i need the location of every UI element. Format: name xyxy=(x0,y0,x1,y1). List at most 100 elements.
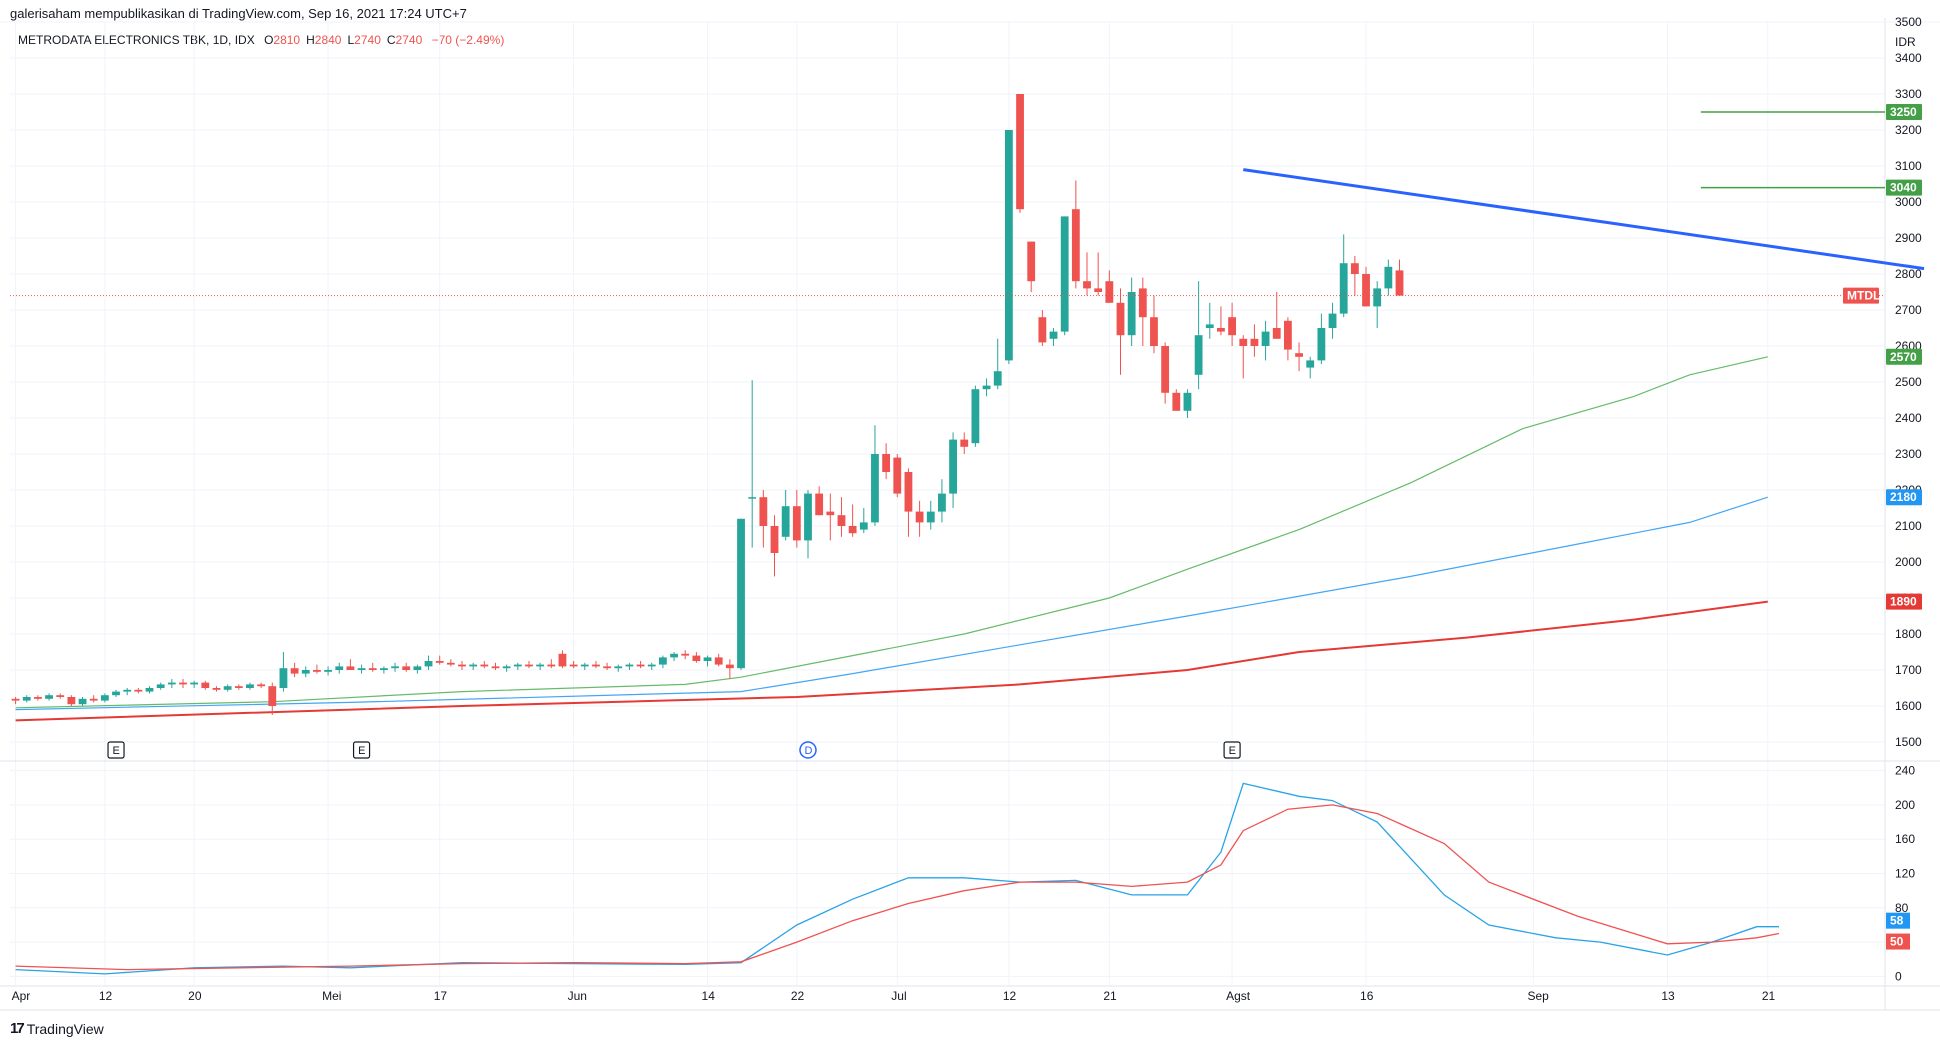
candle-body[interactable] xyxy=(100,695,109,701)
candle-body[interactable] xyxy=(469,664,478,667)
candle-body[interactable] xyxy=(670,653,678,658)
candle-body[interactable] xyxy=(67,697,76,705)
candle-body[interactable] xyxy=(1283,320,1292,350)
candle-body[interactable] xyxy=(491,666,500,669)
candle-body[interactable] xyxy=(413,666,422,670)
candle-body[interactable] xyxy=(871,454,879,523)
candle-body[interactable] xyxy=(502,666,511,669)
candle-body[interactable] xyxy=(402,666,411,670)
candle-body[interactable] xyxy=(837,515,846,526)
candle-body[interactable] xyxy=(56,695,65,697)
candle-body[interactable] xyxy=(313,670,321,672)
candle-body[interactable] xyxy=(580,664,589,667)
candle-body[interactable] xyxy=(1105,281,1114,303)
candle-body[interactable] xyxy=(223,686,232,690)
candle-body[interactable] xyxy=(290,668,299,674)
candle-body[interactable] xyxy=(1362,274,1370,307)
candle-body[interactable] xyxy=(1116,302,1125,336)
candle-body[interactable] xyxy=(1350,263,1359,274)
candle-body[interactable] xyxy=(714,657,723,665)
candle-body[interactable] xyxy=(1272,328,1281,339)
candle-body[interactable] xyxy=(1183,392,1192,411)
candle-body[interactable] xyxy=(815,493,824,516)
candle-body[interactable] xyxy=(569,664,578,667)
candle-body[interactable] xyxy=(1395,270,1404,296)
candle-body[interactable] xyxy=(625,664,634,667)
candle-body[interactable] xyxy=(268,686,277,706)
candle-body[interactable] xyxy=(234,686,243,688)
candle-body[interactable] xyxy=(1016,94,1024,210)
candle-body[interactable] xyxy=(1038,317,1047,343)
candle-body[interactable] xyxy=(368,668,377,670)
candle-body[interactable] xyxy=(156,684,165,688)
candle-body[interactable] xyxy=(379,668,388,670)
candle-body[interactable] xyxy=(592,664,600,667)
candle-body[interactable] xyxy=(636,664,645,667)
candle-body[interactable] xyxy=(134,689,143,692)
candle-body[interactable] xyxy=(681,653,690,656)
candle-body[interactable] xyxy=(804,493,812,541)
candle-body[interactable] xyxy=(748,497,757,499)
candle-body[interactable] xyxy=(982,385,991,390)
candle-body[interactable] xyxy=(938,493,946,512)
candle-body[interactable] xyxy=(547,664,556,667)
candle-body[interactable] xyxy=(145,688,154,692)
candle-body[interactable] xyxy=(949,439,957,494)
dividend-event-icon[interactable] xyxy=(799,741,817,759)
candle-body[interactable] xyxy=(1194,335,1203,375)
candle-body[interactable] xyxy=(78,698,87,705)
candle-body[interactable] xyxy=(458,664,466,667)
candle-body[interactable] xyxy=(915,511,924,523)
candle-body[interactable] xyxy=(513,664,522,667)
candle-body[interactable] xyxy=(558,653,567,667)
candle-body[interactable] xyxy=(1339,263,1348,314)
candle-body[interactable] xyxy=(1205,324,1214,328)
candle-body[interactable] xyxy=(1071,209,1080,282)
candle-body[interactable] xyxy=(279,668,288,688)
candle-body[interactable] xyxy=(971,389,980,444)
candle-body[interactable] xyxy=(212,688,221,690)
candle-body[interactable] xyxy=(993,371,1002,386)
candle-body[interactable] xyxy=(792,506,801,541)
candle-body[interactable] xyxy=(658,657,667,665)
candle-body[interactable] xyxy=(301,670,310,674)
candle-body[interactable] xyxy=(1172,392,1181,411)
candle-body[interactable] xyxy=(201,682,210,688)
candle-body[interactable] xyxy=(1127,292,1136,336)
candle-body[interactable] xyxy=(1004,130,1013,361)
candle-body[interactable] xyxy=(848,526,857,534)
candle-body[interactable] xyxy=(1083,281,1091,289)
candle-body[interactable] xyxy=(89,698,98,701)
candle-body[interactable] xyxy=(1384,266,1393,289)
candle-body[interactable] xyxy=(725,664,734,669)
candle-body[interactable] xyxy=(190,682,199,685)
candle-body[interactable] xyxy=(1094,288,1103,292)
candle-body[interactable] xyxy=(1217,328,1225,332)
candle-body[interactable] xyxy=(346,666,355,670)
candle-body[interactable] xyxy=(246,684,254,688)
candle-body[interactable] xyxy=(1228,317,1237,336)
candle-body[interactable] xyxy=(123,689,132,692)
candle-body[interactable] xyxy=(257,684,266,687)
earnings-event-icon[interactable] xyxy=(107,741,125,759)
candle-body[interactable] xyxy=(904,472,913,512)
candle-body[interactable] xyxy=(112,691,120,696)
candle-body[interactable] xyxy=(335,666,344,670)
earnings-event-icon[interactable] xyxy=(352,741,371,759)
candle-body[interactable] xyxy=(1027,241,1036,282)
candle-body[interactable] xyxy=(926,511,935,523)
candle-body[interactable] xyxy=(603,666,612,669)
candle-body[interactable] xyxy=(859,522,868,530)
candle-body[interactable] xyxy=(770,526,779,553)
candle-body[interactable] xyxy=(1150,317,1158,346)
candle-body[interactable] xyxy=(1250,338,1259,346)
candle-body[interactable] xyxy=(179,682,187,685)
candle-body[interactable] xyxy=(960,439,969,447)
candle-body[interactable] xyxy=(435,661,444,663)
candle-body[interactable] xyxy=(1328,313,1337,328)
candle-body[interactable] xyxy=(826,511,835,516)
candle-body[interactable] xyxy=(737,518,745,669)
candle-body[interactable] xyxy=(11,698,20,701)
resistance-trend-line[interactable] xyxy=(1243,168,1925,271)
candle-body[interactable] xyxy=(324,670,332,672)
